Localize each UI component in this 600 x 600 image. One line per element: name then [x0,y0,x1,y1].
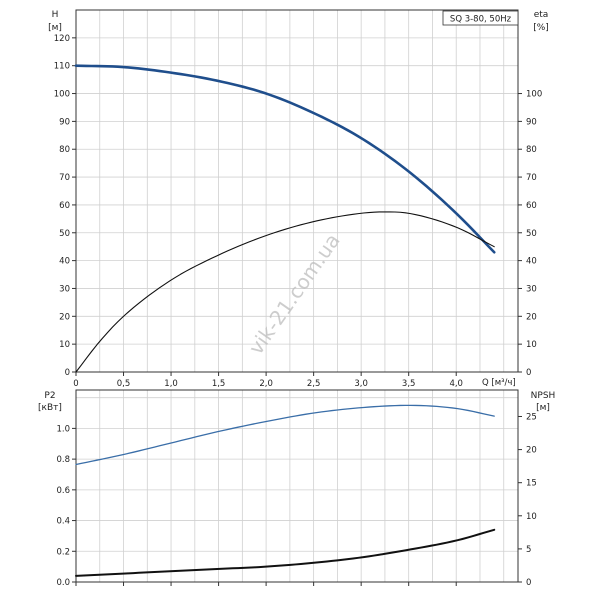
x-tick-label: 0,5 [117,379,131,389]
top-right-tick-label: 50 [526,229,537,239]
bottom-right-tick-label: 5 [526,545,531,555]
top-right-tick-label: 40 [526,257,537,267]
bottom-right-axis-title: NPSH [531,391,556,401]
bottom-left-tick-label: 0.0 [56,578,70,588]
x-tick-label: 3,5 [402,379,416,389]
frame-layer [72,9,522,586]
bottom-left-tick-label: 1.0 [56,424,70,434]
top-left-tick-label: 60 [59,201,70,211]
top-left-tick-label: 70 [59,173,70,183]
bottom-left-tick-label: 0.6 [56,486,70,496]
top-right-tick-label: 20 [526,312,537,322]
top-right-axis-title: eta [534,10,549,20]
bottom-right-tick-label: 25 [526,412,537,422]
bottom-left-tick-label: 0.2 [56,547,70,557]
top-right-axis-unit: [%] [533,23,549,33]
curve-layer [74,64,496,577]
model-label: SQ 3-80, 50Hz [450,15,512,25]
bottom-right-tick-label: 15 [526,479,537,489]
x-tick-label: 0 [73,379,78,389]
x-tick-label: 3,0 [354,379,368,389]
x-axis-label: Q [м³/ч] [482,378,516,388]
top-left-tick-label: 80 [59,145,70,155]
x-tick-label: 2,0 [259,379,273,389]
top-right-tick-label: 10 [526,340,537,350]
bottom-right-tick-label: 20 [526,446,537,456]
top-left-tick-label: 120 [54,34,70,44]
x-tick-label: 2,5 [307,379,321,389]
bottom-left-tick-label: 0.4 [56,517,70,527]
bottom-right-tick-label: 10 [526,512,537,522]
bottom-right-tick-label: 0 [526,578,531,588]
bottom-right-axis-unit: [м] [536,403,550,413]
top-left-tick-label: 10 [59,340,70,350]
efficiency-curve [75,211,495,373]
top-left-tick-label: 100 [54,90,70,100]
npsh-curve [75,528,496,577]
bottom-plot-frame [75,389,519,583]
top-left-tick-label: 50 [59,229,70,239]
head-curve [74,64,496,254]
x-tick-label: 1,5 [212,379,226,389]
tick-label-layer: 0102030405060708090100110120010203040506… [54,34,542,588]
bottom-left-tick-label: 0.8 [56,455,70,465]
grid-layer [76,10,518,582]
top-left-tick-label: 40 [59,257,70,267]
top-left-axis-title: H [52,10,59,20]
top-right-tick-label: 60 [526,201,537,211]
top-left-tick-label: 30 [59,284,70,294]
top-right-tick-label: 70 [526,173,537,183]
power-curve [75,404,495,466]
top-right-tick-label: 100 [526,90,542,100]
top-right-tick-label: 90 [526,117,537,127]
bottom-left-axis-title: P2 [44,391,55,401]
x-tick-label: 1,0 [164,379,178,389]
top-left-tick-label: 90 [59,117,70,127]
top-left-axis-unit: [м] [48,23,62,33]
top-right-tick-label: 0 [526,368,531,378]
model-label-box [442,10,519,26]
bottom-left-axis-unit: [кВт] [38,403,62,413]
top-right-tick-label: 30 [526,284,537,294]
watermark: vik-21.com.ua [244,229,345,359]
top-plot-frame [75,9,519,373]
top-right-tick-label: 80 [526,145,537,155]
top-left-tick-label: 0 [65,368,70,378]
top-left-tick-label: 20 [59,312,70,322]
top-left-tick-label: 110 [54,62,70,72]
x-tick-label: 4,0 [449,379,463,389]
